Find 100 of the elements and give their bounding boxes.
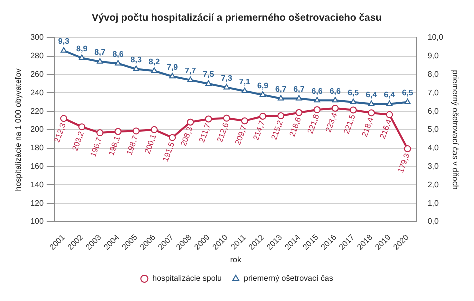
y2-tick-label: 4,0: [428, 144, 440, 153]
point: [78, 124, 86, 131]
legend-label: priemerný ošetrovací čas: [244, 274, 334, 284]
data-label: 221,5: [342, 113, 358, 136]
point: [188, 76, 194, 82]
point: [332, 97, 339, 103]
y2-tick-label: 9,0: [428, 52, 440, 61]
data-label: 8,6: [112, 50, 124, 59]
data-label: 7,9: [166, 62, 179, 72]
point: [97, 58, 104, 64]
data-label: 7,5: [203, 70, 215, 80]
point: [350, 106, 357, 114]
point: [60, 47, 68, 53]
point: [205, 116, 212, 123]
y-tick-label: 300: [30, 33, 44, 42]
point: [278, 112, 285, 120]
data-label: 218,4: [360, 116, 376, 138]
data-label: 211,7: [198, 122, 213, 144]
y-tick-label: 260: [30, 70, 44, 80]
y2-tick-label: 5,0: [428, 125, 440, 134]
data-label: 216,4: [378, 118, 394, 140]
point: [314, 106, 321, 114]
point: [114, 128, 122, 136]
y-axis-title: hospitalizácie na 1 000 obyvateľov: [14, 68, 24, 192]
data-label: 9,3: [58, 37, 70, 46]
point: [169, 73, 176, 79]
data-label: 198,7: [125, 134, 141, 156]
y-tick-label: 100: [30, 217, 44, 226]
data-label: 215,2: [270, 118, 286, 142]
point: [150, 126, 158, 134]
data-label: 221,8: [306, 112, 322, 136]
point: [60, 115, 68, 122]
data-label: 6,6: [312, 86, 324, 96]
data-label: 8,2: [148, 57, 161, 66]
data-label: 6,4: [366, 90, 378, 100]
point: [386, 111, 394, 118]
y-tick-label: 200: [30, 125, 44, 134]
point: [368, 110, 376, 117]
data-label: 7,1: [239, 78, 252, 87]
y2-tick-label: 6,0: [428, 106, 440, 116]
y2-tick-label: 7,0: [428, 88, 440, 98]
data-label: 6,5: [402, 88, 414, 98]
data-label: 214,7: [252, 119, 268, 142]
point: [386, 100, 393, 106]
data-label: 200,1: [143, 132, 159, 156]
y-tick-label: 220: [30, 106, 44, 116]
point: [296, 109, 303, 116]
data-label: 209,7: [234, 124, 250, 146]
point: [404, 98, 411, 104]
point: [260, 112, 267, 120]
point: [223, 114, 230, 122]
point: [187, 118, 194, 126]
y2-axis-title: priemerný ošetrovací čas v dňoch: [450, 70, 460, 190]
point: [151, 68, 158, 74]
point: [350, 98, 357, 104]
data-label: 7,7: [185, 66, 197, 76]
y-tick-label: 180: [30, 144, 44, 153]
point: [133, 66, 140, 72]
x-axis-title: rok: [230, 255, 242, 264]
point: [115, 60, 122, 66]
y2-tick-label: 1,0: [428, 198, 440, 208]
point: [169, 134, 176, 142]
data-label: 203,2: [70, 130, 86, 152]
point: [242, 88, 248, 94]
point: [278, 95, 284, 101]
y2-tick-label: 2,0: [428, 180, 440, 190]
data-label: 6,9: [257, 81, 270, 90]
data-label: 218,6: [288, 116, 304, 138]
y2-tick-label: 10,0: [428, 33, 444, 42]
y-tick-label: 280: [30, 52, 44, 61]
y2-tick-label: 0,0: [428, 217, 440, 226]
point: [96, 130, 104, 137]
data-label: 8,9: [76, 44, 88, 54]
data-label: 179,3: [396, 152, 412, 174]
point: [78, 54, 86, 60]
point: [332, 104, 339, 112]
y-tick-label: 140: [30, 180, 44, 190]
data-label: 6,7: [294, 84, 306, 94]
point: [132, 128, 140, 135]
data-label: 6,7: [276, 84, 288, 94]
point: [314, 97, 320, 103]
data-label: 208,3: [179, 125, 195, 148]
point: [241, 118, 248, 125]
y2-tick-label: 8,0: [428, 70, 440, 80]
data-label: 196,7: [88, 136, 104, 158]
point: [296, 95, 302, 101]
data-label: 8,7: [94, 48, 106, 58]
data-label: 212,6: [216, 121, 231, 144]
data-label: 7,3: [221, 74, 233, 83]
data-label: 8,3: [130, 55, 142, 64]
point: [206, 80, 212, 86]
point: [260, 92, 266, 98]
y-tick-label: 120: [30, 198, 44, 208]
data-label: 6,4: [384, 90, 396, 100]
y2-tick-label: 3,0: [428, 162, 440, 172]
data-label: 212,3: [52, 122, 68, 144]
legend-label: hospitalizácie spolu: [152, 274, 222, 284]
data-label: 6,5: [348, 88, 360, 98]
data-label: 198,1: [106, 134, 122, 157]
data-label: 191,5: [161, 140, 177, 164]
